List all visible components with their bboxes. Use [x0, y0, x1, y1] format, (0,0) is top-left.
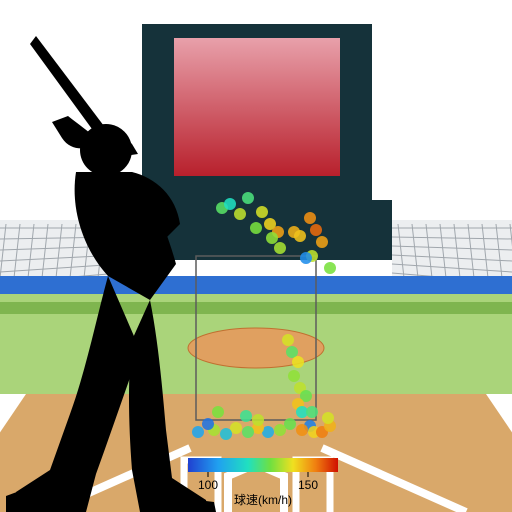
pitch-dot: [288, 370, 300, 382]
pitch-dot: [322, 412, 334, 424]
colorbar-tick: 100: [198, 478, 218, 492]
pitch-dot: [300, 252, 312, 264]
pitch-dot: [242, 426, 254, 438]
pitch-dot: [202, 418, 214, 430]
pitch-dot: [230, 422, 242, 434]
pitch-dot: [274, 424, 286, 436]
pitch-dot: [282, 334, 294, 346]
pitch-dot: [242, 192, 254, 204]
pitch-dot: [310, 224, 322, 236]
pitch-dot: [266, 232, 278, 244]
pitch-dot: [252, 414, 264, 426]
pitch-dot: [250, 222, 262, 234]
colorbar-tick: 150: [298, 478, 318, 492]
pitch-dot: [284, 418, 296, 430]
pitch-dot: [304, 212, 316, 224]
pitch-dot: [296, 424, 308, 436]
pitch-dot: [294, 230, 306, 242]
colorbar-label: 球速(km/h): [234, 493, 292, 507]
pitch-dot: [212, 406, 224, 418]
pitch-dot: [256, 206, 268, 218]
pitch-dot: [224, 198, 236, 210]
pitch-dot: [234, 208, 246, 220]
pitch-dot: [292, 356, 304, 368]
pitch-dot: [324, 262, 336, 274]
pitch-dot: [306, 406, 318, 418]
pitch-dot: [286, 346, 298, 358]
pitch-dot: [274, 242, 286, 254]
pitch-dot: [240, 410, 252, 422]
pitch-location-chart: 100 150 球速(km/h): [0, 0, 512, 512]
pitch-dot: [316, 236, 328, 248]
pitch-dot: [220, 428, 232, 440]
pitch-dot: [192, 426, 204, 438]
